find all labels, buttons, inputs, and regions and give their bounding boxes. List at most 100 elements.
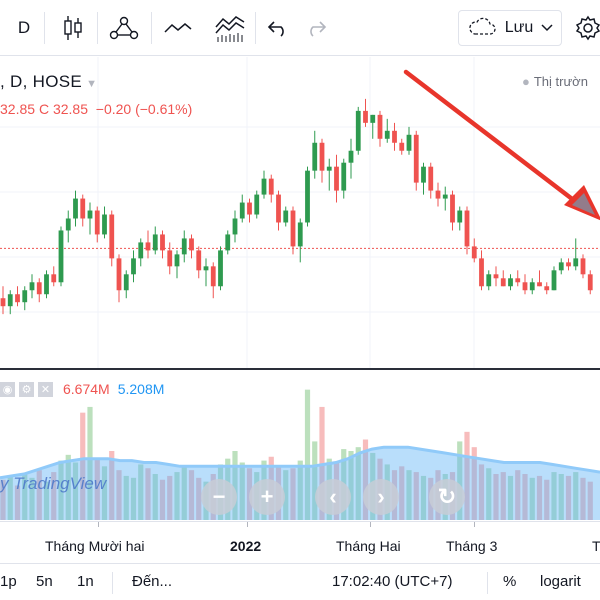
time-tick [98,522,99,527]
candle-body [116,258,122,291]
volume-bar [159,479,166,520]
volume-ma-value: 5.208M [117,381,165,397]
range-1p[interactable]: 1p [0,573,17,590]
compare-icon[interactable] [210,10,250,46]
market-status: ● Thị trườn [522,74,588,89]
candle-body [442,194,448,199]
candle-body [508,278,513,287]
time-label: T [592,538,600,554]
candle-body [348,150,354,163]
candle-body [261,178,267,195]
time-tick [474,522,475,527]
volume-bar [94,458,100,520]
volume-bar [457,441,463,520]
candle-body [341,162,347,191]
clock[interactable]: 17:02:40 (UTC+7) [332,573,453,590]
scroll-left-button[interactable]: ‹ [315,479,351,515]
candle-body [428,166,434,191]
volume-bar [312,441,318,520]
symbol-legend[interactable]: , D, HOSE ▼ [0,72,97,92]
range-5n[interactable]: 5n [36,573,53,590]
candle-body [515,278,521,283]
volume-bar [138,464,144,520]
tradingview-watermark: y TradingView [0,474,107,493]
zoom-in-button[interactable]: + [249,479,285,515]
toolbar-divider [97,12,98,44]
volume-bar [72,462,79,520]
candle-body [290,210,296,247]
volume-bar [493,474,499,520]
volume-bar [565,475,572,520]
volume-bar [65,454,71,520]
zoom-out-button[interactable]: − [201,479,237,515]
volume-bar [529,477,535,520]
volume-bar [580,477,586,520]
bottom-divider [112,572,113,594]
candle-body [131,258,136,275]
candle-body [384,130,390,139]
undo-icon[interactable] [262,10,294,46]
volume-bar [196,477,202,520]
candle-body [36,282,42,295]
volume-bar [0,479,6,520]
volume-bar [152,474,158,520]
candle-body [29,282,35,291]
volume-bar [80,412,86,520]
time-label: Tháng Mười hai [45,538,145,554]
candle-body [392,130,397,143]
time-tick [370,522,371,527]
indicators-icon[interactable] [104,10,144,46]
candle-body [109,214,115,259]
toolbar-divider [255,12,256,44]
line-chart-icon[interactable] [158,10,198,46]
volume-bar [145,468,151,520]
volume-bar [14,485,21,520]
pane-divider[interactable] [0,368,600,370]
candle-body [370,114,376,123]
goto-date-button[interactable]: Đến... [132,573,173,590]
volume-bar [486,468,492,520]
candle-body [305,170,310,223]
close-icon[interactable]: ✕ [38,381,53,397]
candle-body [421,166,426,183]
redo-icon[interactable] [300,10,332,46]
candle-body [145,242,151,251]
candle-body [174,254,180,267]
scroll-right-button[interactable]: › [363,479,399,515]
price-chart[interactable] [0,57,600,521]
reset-chart-button[interactable]: ↻ [429,479,465,515]
volume-bar [101,466,108,520]
visibility-icon[interactable]: ◉ [0,381,15,397]
candles-icon[interactable] [56,10,90,46]
volume-bar [500,472,506,520]
settings-icon[interactable]: ⚙ [19,381,34,397]
candle-body [203,266,209,271]
volume-bar [36,470,42,520]
time-axis[interactable]: Tháng Mười hai 2022 Tháng Hai Tháng 3 T [0,521,600,563]
candle-body [123,274,129,291]
candle-body [297,222,303,247]
volume-bar [304,389,311,520]
interval-button[interactable]: D [17,18,31,37]
log-scale-button[interactable]: logarit [540,573,581,590]
volume-bar [283,470,289,520]
candle-body [566,262,571,267]
percent-scale-button[interactable]: % [503,573,517,590]
bottom-divider [487,572,488,594]
candle-body [22,290,28,303]
candle-body [486,274,492,287]
candle-body [196,250,202,271]
candle-body [544,286,550,291]
cloud-icon [467,16,497,41]
volume-bar [413,472,419,520]
range-1n[interactable]: 1n [77,573,94,590]
gear-icon[interactable] [570,10,600,46]
top-toolbar: D [0,0,600,56]
candle-body [529,282,535,291]
save-button[interactable]: Lưu [458,10,562,46]
volume-bar [116,470,122,520]
market-status-text: Thị trườn [533,74,588,89]
candle-body [283,210,289,223]
candle-body [355,110,361,151]
volume-bar [551,472,557,520]
